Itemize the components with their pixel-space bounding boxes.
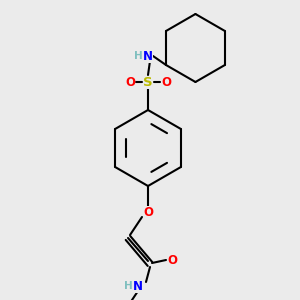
Text: O: O: [125, 76, 135, 88]
Text: O: O: [167, 254, 177, 266]
Text: O: O: [161, 76, 171, 88]
Text: S: S: [143, 76, 153, 88]
Text: N: N: [143, 50, 153, 62]
Text: H: H: [134, 51, 142, 61]
Text: N: N: [133, 280, 143, 292]
Text: O: O: [143, 206, 153, 218]
Text: H: H: [124, 281, 132, 291]
